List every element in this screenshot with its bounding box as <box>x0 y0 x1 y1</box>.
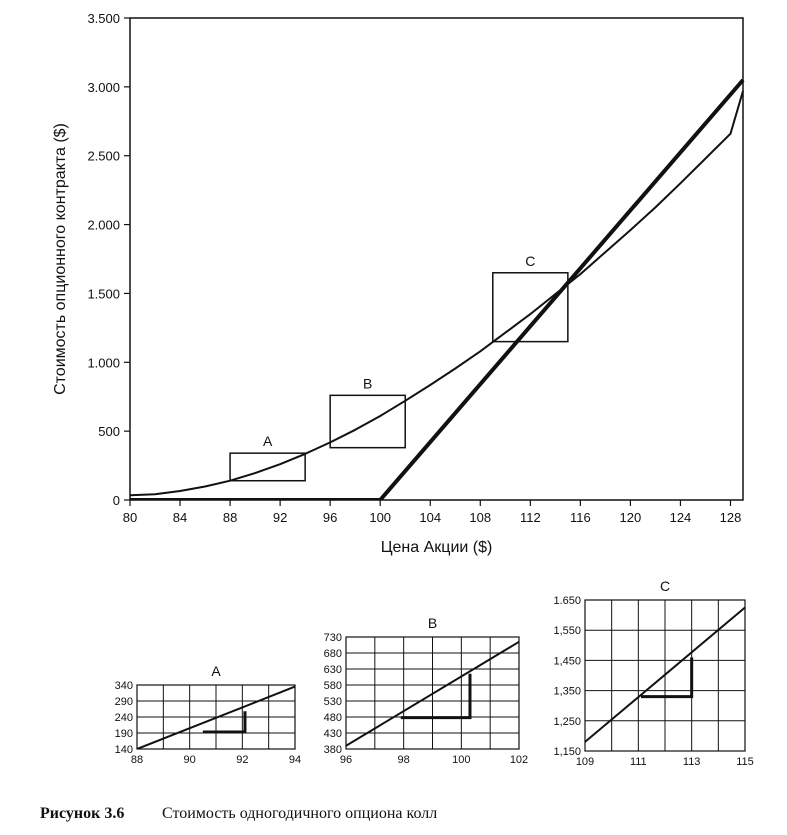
caption-label: Рисунок 3.6 <box>40 805 124 822</box>
zoom-box <box>329 394 406 449</box>
inset-chart-b: 96 98 100 102 380 430 480 530 580 630 680 730 B <box>324 615 529 766</box>
y-tick-label: 290 <box>115 696 133 708</box>
x-axis-title: Цена Акции ($) <box>381 539 493 556</box>
x-tick-label: 104 <box>419 510 441 525</box>
y-tick-label: 340 <box>115 680 133 692</box>
x-tick-label: 84 <box>173 510 187 525</box>
caption-text: Стоимость одногодичного опциона колл <box>162 805 437 822</box>
y-tick-label: 480 <box>324 712 342 724</box>
y-tick-label: 1,250 <box>553 716 581 728</box>
slope-triangle <box>400 673 472 720</box>
x-tick-label: 102 <box>510 754 528 766</box>
y-axis-title: Стоимость опционного контракта ($) <box>52 123 69 395</box>
y-tick-label: 0 <box>113 493 120 508</box>
y-tick-label: 3.500 <box>87 11 120 26</box>
x-tick-label: 128 <box>720 510 742 525</box>
x-tick-label: 116 <box>570 510 591 525</box>
y-tick-label: 1,450 <box>553 655 581 667</box>
y-tick-label: 380 <box>324 744 342 756</box>
x-tick-label: 90 <box>184 754 196 766</box>
inset-title: B <box>428 615 437 631</box>
series-line <box>137 685 296 749</box>
x-tick-label: 100 <box>369 510 391 525</box>
x-tick-label: 100 <box>452 754 470 766</box>
x-tick-label: 92 <box>273 510 287 525</box>
inset-chart-a: 88 90 92 94 140 190 240 290 340 A <box>115 663 301 766</box>
x-tick-label: 80 <box>123 510 137 525</box>
series-line <box>130 90 744 497</box>
zoom-box <box>229 452 306 482</box>
inset-title: A <box>211 663 221 679</box>
figure-caption: Рисунок 3.6 Стоимость одногодичного опци… <box>40 805 437 822</box>
x-tick-label: 88 <box>131 754 143 766</box>
x-tick-label: 113 <box>683 756 701 768</box>
y-tick-label: 430 <box>324 728 342 740</box>
y-tick-label: 730 <box>324 632 342 644</box>
x-tick-label: 94 <box>289 754 301 766</box>
inset-chart-c: 109 111 113 115 1,150 1,250 1,350 1,450 1,550 1.6… <box>553 578 753 768</box>
series-line <box>585 606 746 743</box>
series-line <box>346 640 520 747</box>
y-tick-label: 1.000 <box>87 355 120 370</box>
x-tick-label: 111 <box>630 756 647 768</box>
y-tick-label: 580 <box>324 680 342 692</box>
zoom-box-label: C <box>525 253 535 269</box>
y-tick-label: 530 <box>324 696 342 708</box>
y-tick-label: 680 <box>324 648 342 660</box>
y-tick-label: 1,550 <box>553 625 581 637</box>
y-tick-label: 1.500 <box>87 286 120 301</box>
x-tick-label: 120 <box>620 510 642 525</box>
y-tick-label: 240 <box>115 712 133 724</box>
plot-frame <box>345 636 520 750</box>
y-tick-label: 190 <box>115 728 133 740</box>
inset-title: C <box>660 578 670 594</box>
x-tick-label: 109 <box>576 756 594 768</box>
x-tick-label: 88 <box>223 510 237 525</box>
x-tick-label: 112 <box>520 510 541 525</box>
zoom-box-label: A <box>263 433 273 449</box>
y-tick-label: 1,150 <box>553 746 581 758</box>
x-tick-label: 98 <box>398 754 410 766</box>
y-tick-label: 630 <box>324 664 342 676</box>
y-tick-label: 140 <box>115 744 133 756</box>
main-chart: 80 84 88 92 96 100 104 108 112 116 120 124 128 0 500 1.… <box>52 11 745 556</box>
y-tick-label: 2.500 <box>87 149 120 164</box>
slope-triangle <box>641 657 694 699</box>
x-tick-label: 96 <box>323 510 337 525</box>
zoom-box-label: B <box>363 375 372 391</box>
x-tick-label: 92 <box>236 754 248 766</box>
x-tick-label: 115 <box>736 756 754 768</box>
y-tick-label: 1.650 <box>553 595 581 607</box>
y-tick-label: 1,350 <box>553 686 581 698</box>
zoom-box <box>492 272 569 343</box>
plot-frame <box>584 599 746 752</box>
x-tick-label: 108 <box>469 510 491 525</box>
slope-triangle <box>202 711 247 734</box>
x-tick-label: 96 <box>340 754 352 766</box>
plot-frame <box>136 684 296 750</box>
y-tick-label: 500 <box>98 424 120 439</box>
x-tick-label: 124 <box>670 510 692 525</box>
series-line-thick <box>130 78 745 500</box>
plot-frame <box>129 17 744 501</box>
y-tick-label: 2.000 <box>87 218 120 233</box>
y-tick-label: 3.000 <box>87 80 120 95</box>
